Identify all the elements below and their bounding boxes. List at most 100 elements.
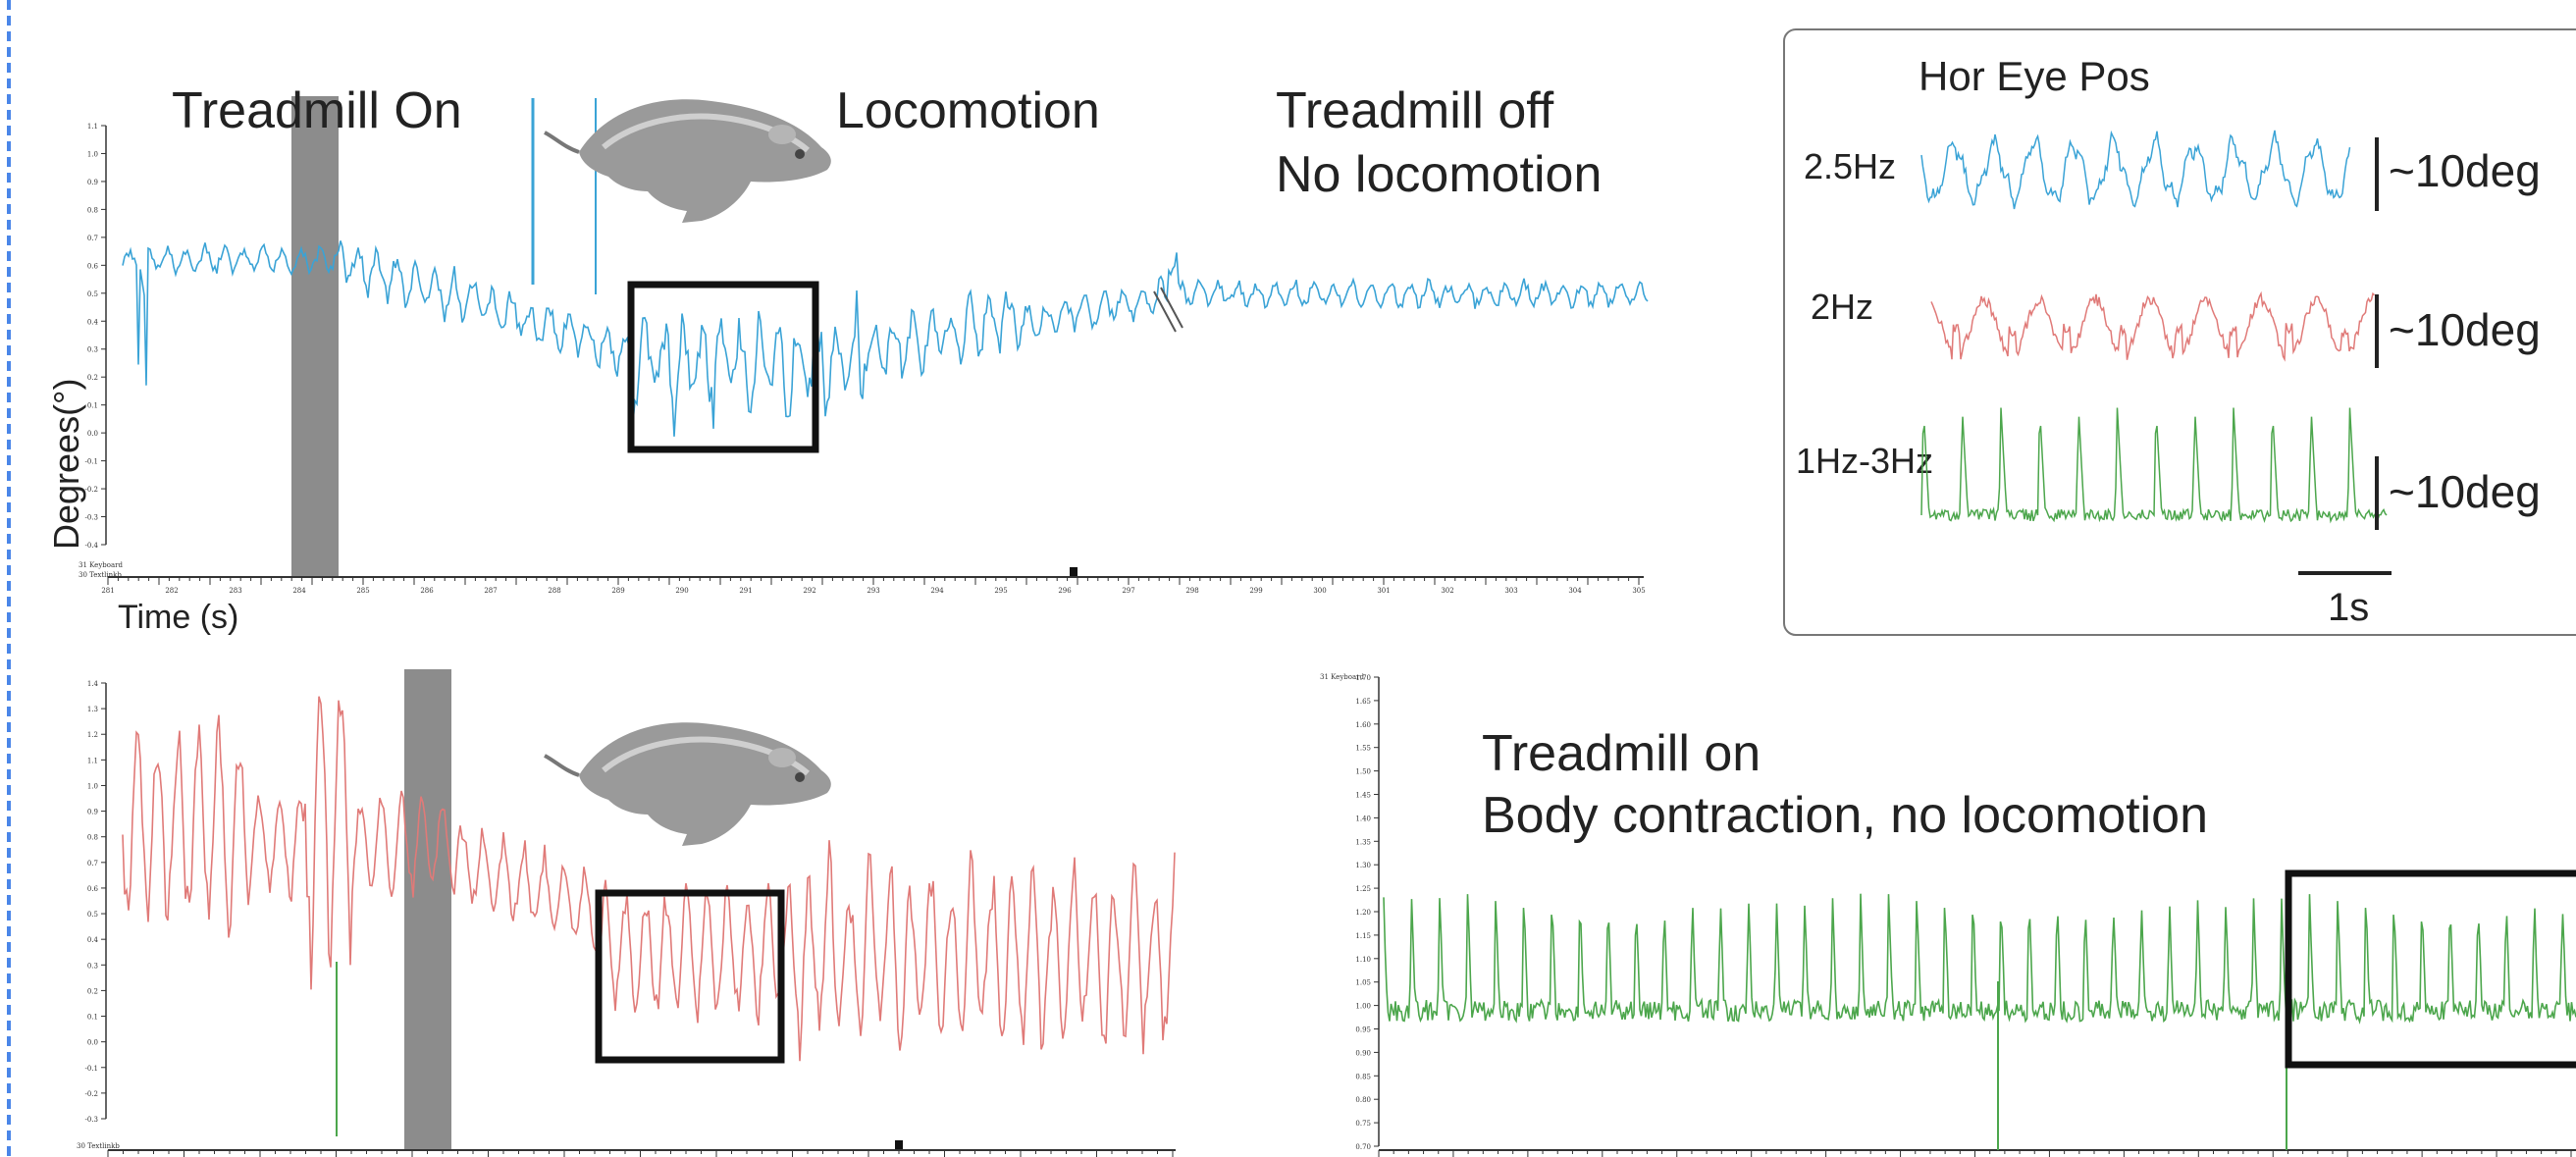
x-tick-label: 299 (1249, 587, 1262, 595)
y-tick-label: 1.20 (1355, 909, 1371, 917)
y-tick-label: 1.60 (1355, 721, 1371, 729)
y-tick-label: 0.0 (87, 430, 98, 438)
inset-trace-green (1920, 407, 2388, 524)
y-tick-label: 1.15 (1355, 932, 1371, 940)
x-tick-label: 291 (739, 587, 752, 595)
y-axis-ticks: 1.70 1.65 1.60 1.55 1.50 1.45 1.40 1.35 1.30 1.25… (1355, 674, 1380, 1151)
x-tick-label: 301 (1377, 587, 1390, 595)
label-no-locomotion: No locomotion (1276, 146, 1602, 203)
y-axis-label: Degrees(°) (46, 379, 86, 550)
x-tick-label: 282 (165, 587, 178, 595)
x-tick-label: 303 (1504, 587, 1517, 595)
x-axis-ticks (107, 1150, 1174, 1157)
y-tick-label: 1.05 (1355, 979, 1371, 987)
x-tick-label: 284 (292, 587, 306, 595)
y-tick-label: 1.45 (1355, 792, 1371, 800)
y-tick-label: 0.1 (87, 402, 98, 410)
y-tick-label: 1.35 (1355, 838, 1371, 846)
x-tick-label: 289 (611, 587, 624, 595)
x-tick-label: 297 (1122, 587, 1134, 595)
x-tick-label: 295 (994, 587, 1007, 595)
highlight-box (2285, 869, 2576, 1069)
red-trace-line (122, 696, 1176, 1062)
channel-label: 30 Textlinkb (79, 571, 122, 579)
treadmill-on-marker-bar (291, 96, 339, 577)
treadmill-on-marker-bar (404, 669, 451, 1150)
y-tick-label: -0.2 (85, 1090, 99, 1098)
label-body-contraction: Body contraction, no locomotion (1482, 787, 2208, 844)
highlight-box (595, 889, 785, 1064)
x-tick-label: 300 (1313, 587, 1326, 595)
y-tick-label: 1.00 (1355, 1003, 1371, 1011)
label-locomotion: Locomotion (836, 82, 1100, 139)
x-axis-ticks: 281 282 283 284 285 286 287 288 289 290 291 292 293 2… (101, 577, 1646, 595)
bottom-left-panel: 1.4 1.3 1.2 1.1 1.0 0.9 0.8 0.7 0.6 0.5 0.4 0.3 0.2 0… (77, 669, 1176, 1157)
x-tick-label: 304 (1568, 587, 1582, 595)
event-marker (895, 1140, 903, 1150)
y-tick-label: -0.4 (85, 542, 99, 550)
inset-title: Hor Eye Pos (1919, 53, 2150, 99)
y-tick-label: 0.4 (87, 936, 99, 944)
inset-row-label: 1Hz-3Hz (1796, 441, 1933, 481)
y-tick-label: -0.1 (85, 1065, 99, 1073)
y-axis-ticks: 1.4 1.3 1.2 1.1 1.0 0.9 0.8 0.7 0.6 0.5 0.4 0.3 0.2 0… (85, 680, 107, 1124)
y-tick-label: 0.6 (87, 262, 99, 270)
channel-label: 30 Textlinkb (77, 1142, 120, 1150)
y-tick-label: 1.4 (87, 680, 99, 688)
y-tick-label: 1.25 (1355, 885, 1371, 893)
scale-label: ~10deg (2389, 145, 2541, 196)
x-tick-label: 285 (356, 587, 369, 595)
y-tick-label: 0.7 (87, 235, 98, 242)
break-mark (1153, 290, 1177, 333)
y-tick-label: -0.2 (85, 486, 99, 494)
channel-label: 31 Keyboard (79, 561, 123, 569)
y-tick-label: 1.70 (1355, 674, 1371, 682)
y-tick-label: 1.40 (1355, 815, 1371, 822)
highlight-box (627, 281, 819, 453)
x-tick-label: 290 (675, 587, 688, 595)
scale-label: ~10deg (2389, 466, 2541, 517)
y-tick-label: 1.10 (1355, 956, 1371, 964)
x-tick-label: 296 (1058, 587, 1072, 595)
label-treadmill-on: Treadmill On (172, 82, 462, 139)
mouse-illustration-icon (544, 99, 831, 223)
y-tick-label: 0.8 (87, 834, 98, 842)
y-tick-label: 1.50 (1355, 768, 1371, 776)
break-mark (1160, 287, 1183, 329)
x-tick-label: 292 (803, 587, 815, 595)
y-tick-label: 0.1 (87, 1014, 98, 1022)
blue-trace-line (122, 240, 1649, 437)
x-tick-label: 288 (548, 587, 560, 595)
x-tick-label: 302 (1441, 587, 1453, 595)
y-tick-label: 0.70 (1355, 1143, 1371, 1151)
y-tick-label: 1.3 (87, 706, 98, 713)
y-tick-label: 0.5 (87, 290, 98, 298)
trace-series-blue (122, 98, 1649, 437)
x-axis-label: Time (s) (118, 599, 238, 636)
x-tick-label: 281 (101, 587, 114, 595)
y-tick-label: 0.95 (1355, 1026, 1371, 1034)
time-scale-label: 1s (2328, 586, 2369, 629)
x-tick-label: 294 (930, 587, 944, 595)
y-tick-label: 0.0 (87, 1039, 98, 1047)
y-tick-label: 0.90 (1355, 1049, 1371, 1057)
y-tick-label: 1.30 (1355, 862, 1371, 869)
x-tick-label: 283 (229, 587, 241, 595)
inset-row-label: 2Hz (1811, 287, 1873, 327)
label-treadmill-off: Treadmill off (1276, 82, 1554, 139)
y-tick-label: 1.0 (87, 150, 98, 158)
y-tick-label: 1.1 (87, 123, 98, 131)
y-tick-label: 1.1 (87, 757, 98, 764)
y-tick-label: 0.8 (87, 206, 98, 214)
y-tick-label: 0.9 (87, 809, 98, 816)
y-tick-label: 1.65 (1355, 698, 1371, 706)
inset-panel: Hor Eye Pos 2.5Hz 2Hz 1Hz-3Hz ~10deg ~10… (1783, 28, 2576, 636)
label-treadmill-on: Treadmill on (1482, 725, 1761, 782)
event-marker (1070, 567, 1078, 577)
y-tick-label: 0.3 (87, 962, 98, 970)
scale-label: ~10deg (2389, 304, 2541, 355)
inset-trace-red (1930, 290, 2376, 362)
y-axis-ticks: 1.1 1.0 0.9 0.8 0.7 0.6 0.5 0.4 0.3 0.2 0.1 0.0 -0.1… (85, 123, 107, 550)
inset-trace-blue (1920, 130, 2351, 210)
